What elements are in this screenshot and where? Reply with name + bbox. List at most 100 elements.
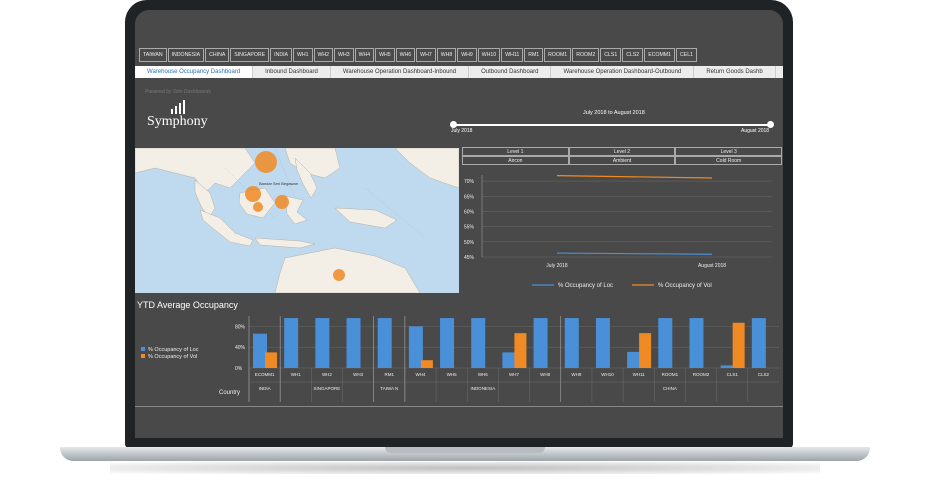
y-tick-label: 65% [464, 194, 475, 200]
bar [315, 318, 330, 368]
symphony-logo: Symphony [147, 100, 227, 140]
y-tick-label: 70% [464, 179, 475, 185]
group-label: CHINA [663, 386, 677, 391]
levels-row: Level 1 Level 2 Level 3 [462, 147, 783, 156]
filter-china[interactable]: CHINA [205, 48, 230, 62]
legend-label: % Occupancy of Loc [148, 347, 199, 353]
filter-ecomm1[interactable]: ECOMM1 [644, 48, 675, 62]
group-label: INDONESIA [470, 386, 495, 391]
filter-wh8[interactable]: WH8 [436, 48, 457, 62]
laptop-shadow [110, 462, 820, 474]
bottom-divider [135, 406, 783, 407]
zone-cell[interactable]: Cold Room [675, 156, 783, 165]
map-bubble[interactable] [275, 195, 289, 209]
y-tick-label: 60% [464, 209, 475, 215]
laptop-base [60, 447, 870, 461]
bar [639, 333, 652, 368]
filter-wh2[interactable]: WH2 [313, 48, 334, 62]
zone-cell[interactable]: Ambient [568, 156, 676, 165]
line-chart-svg: 70% 65% 60% 55% 50% 45% July 2018 August 2018 % … [464, 175, 772, 289]
tab-4[interactable]: Warehouse Operation Dashboard-Outbound [551, 66, 695, 78]
map-svg [135, 148, 459, 293]
group-label: TAIWA N [380, 386, 398, 391]
dashboard-tabs: Warehouse Occupancy Dashboard Inbound Das… [135, 66, 783, 78]
filter-cls2[interactable]: CLS2 [622, 48, 644, 62]
level-cell[interactable]: Level 2 [568, 147, 676, 156]
x-tick-label: WH1 [291, 372, 301, 377]
map-bubble[interactable] [253, 202, 263, 212]
x-tick-label: WH9 [571, 372, 581, 377]
legend-label: % Occupancy of Vol [658, 283, 712, 289]
bar [253, 333, 267, 368]
bar [595, 318, 610, 368]
series-line [556, 252, 713, 255]
logo-bars-icon [171, 100, 191, 114]
filter-cls1[interactable]: CLS1 [600, 48, 622, 62]
filter-wh7[interactable]: WH7 [416, 48, 436, 62]
powered-by-text: Powered by Slim Dashboards [145, 89, 211, 95]
bar [471, 318, 486, 368]
legend-label: % Occupancy of Vol [148, 354, 197, 360]
filter-wh10[interactable]: WH10 [477, 48, 501, 62]
bar [720, 365, 735, 368]
laptop-lid: TAIWAN INDONESIA CHINA SINGAPORE INDIA WH1 WH2… [125, 0, 793, 448]
occupancy-map[interactable]: Bandar Seri Begawan [135, 148, 459, 293]
x-tick-label: RM1 [385, 372, 395, 377]
filter-taiwan[interactable]: TAIWAN [139, 48, 167, 62]
ytd-bar-chart: 80% 40% 0% ECOMM1 WH1 WH2 WH3 RM1 WH4 WH5 WH6 WH7 WH… [135, 310, 783, 405]
filter-wh6[interactable]: WH6 [395, 48, 416, 62]
map-bubble[interactable] [245, 186, 261, 202]
bar [627, 351, 642, 368]
map-bubble[interactable] [333, 269, 345, 281]
filter-wh5[interactable]: WH5 [375, 48, 395, 62]
series-line [556, 175, 713, 179]
tab-3[interactable]: Outbound Dashboard [469, 66, 552, 78]
filter-cel1[interactable]: CEL1 [675, 48, 697, 62]
x-tick-label: ECOMM1 [255, 372, 275, 377]
legend-label: % Occupancy of Loc [558, 283, 613, 289]
filter-bar: TAIWAN INDONESIA CHINA SINGAPORE INDIA WH1 WH2… [139, 48, 698, 62]
filter-india[interactable]: INDIA [270, 48, 292, 62]
bar [284, 318, 299, 368]
tab-2[interactable]: Warehouse Operation Dashboard-Inbound [331, 66, 470, 78]
filter-wh1[interactable]: WH1 [292, 48, 313, 62]
ytd-chart-title: YTD Average Occupancy [137, 300, 238, 310]
level-cell[interactable]: Level 3 [675, 147, 783, 156]
zones-row: Aircon Ambient Cold Room [462, 156, 783, 165]
dashboard-screen: TAIWAN INDONESIA CHINA SINGAPORE INDIA WH1 WH2… [135, 10, 783, 438]
bar [689, 318, 704, 368]
filter-room1[interactable]: ROOM1 [544, 48, 572, 62]
bar [732, 322, 745, 368]
tab-1[interactable]: Inbound Dashboard [253, 66, 331, 78]
filter-wh11[interactable]: WH11 [501, 48, 524, 62]
tab-5[interactable]: Return Goods Dashb [694, 66, 776, 78]
x-tick-label: ROOM2 [693, 372, 710, 377]
bar [533, 318, 548, 368]
filter-room2[interactable]: ROOM2 [572, 48, 600, 62]
occupancy-line-chart: 70% 65% 60% 55% 50% 45% July 2018 August 2018 % … [462, 167, 782, 295]
filter-singapore[interactable]: SINGAPORE [230, 48, 270, 62]
bar [564, 318, 579, 368]
tab-0[interactable]: Warehouse Occupancy Dashboard [135, 66, 254, 78]
filter-wh3[interactable]: WH3 [334, 48, 354, 62]
slider-end-handle[interactable] [767, 121, 774, 128]
x-tick-label: WH11 [633, 372, 646, 377]
date-range-slider[interactable] [450, 121, 774, 128]
filter-wh4[interactable]: WH4 [354, 48, 375, 62]
zone-cell[interactable]: Aircon [462, 156, 569, 165]
bar [420, 360, 433, 368]
x-tick-label: WH3 [353, 372, 363, 377]
filter-rm1[interactable]: RM1 [524, 48, 544, 62]
x-tick-label: July 2018 [546, 263, 568, 269]
level-cell[interactable]: Level 1 [462, 147, 569, 156]
map-bubble[interactable] [255, 151, 277, 173]
slider-start-handle[interactable] [450, 121, 457, 128]
x-tick-label: WH5 [447, 372, 457, 377]
bar [502, 352, 517, 368]
filter-indonesia[interactable]: INDONESIA [167, 48, 205, 62]
brand-name: Symphony [147, 114, 208, 129]
x-tick-label: August 2018 [698, 263, 726, 269]
y-tick-label: 0% [235, 366, 243, 372]
filter-wh9[interactable]: WH9 [457, 48, 477, 62]
legend-swatch [141, 347, 145, 351]
